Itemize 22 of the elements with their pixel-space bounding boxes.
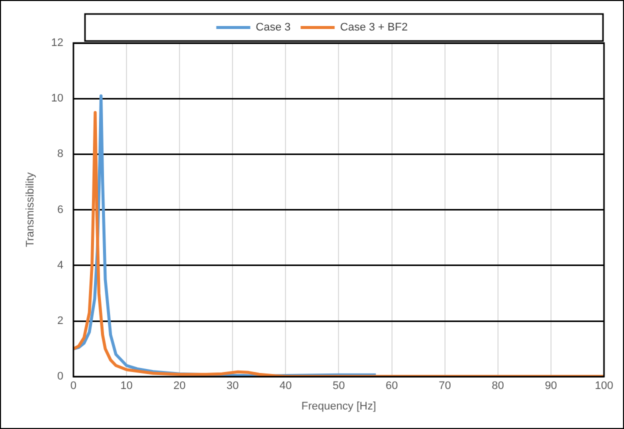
y-tick-label: 4 (57, 259, 64, 272)
x-tick-label: 70 (438, 380, 451, 392)
x-tick-label: 40 (280, 380, 292, 392)
x-tick-label: 20 (173, 380, 186, 392)
y-tick-label: 0 (57, 370, 64, 383)
x-tick-label: 100 (594, 380, 614, 392)
y-tick-label: 8 (57, 148, 64, 160)
y-tick-label: 2 (57, 315, 64, 328)
legend-label: Case 3 + BF2 (340, 22, 408, 34)
x-axis-title: Frequency [Hz] (301, 400, 376, 412)
x-tick-label: 10 (120, 380, 133, 392)
y-tick-label: 12 (51, 37, 64, 50)
y-tick-label: 10 (51, 92, 64, 105)
x-tick-label: 80 (492, 380, 504, 392)
legend-label: Case 3 (256, 22, 291, 34)
x-tick-label: 60 (386, 380, 398, 392)
y-axis-title: Transmissibility (24, 172, 37, 248)
x-tick-label: 0 (70, 380, 76, 392)
x-tick-label: 50 (332, 380, 345, 392)
x-tick-label: 30 (226, 380, 239, 392)
y-tick-label: 6 (57, 204, 64, 216)
x-tick-label: 90 (544, 380, 558, 392)
